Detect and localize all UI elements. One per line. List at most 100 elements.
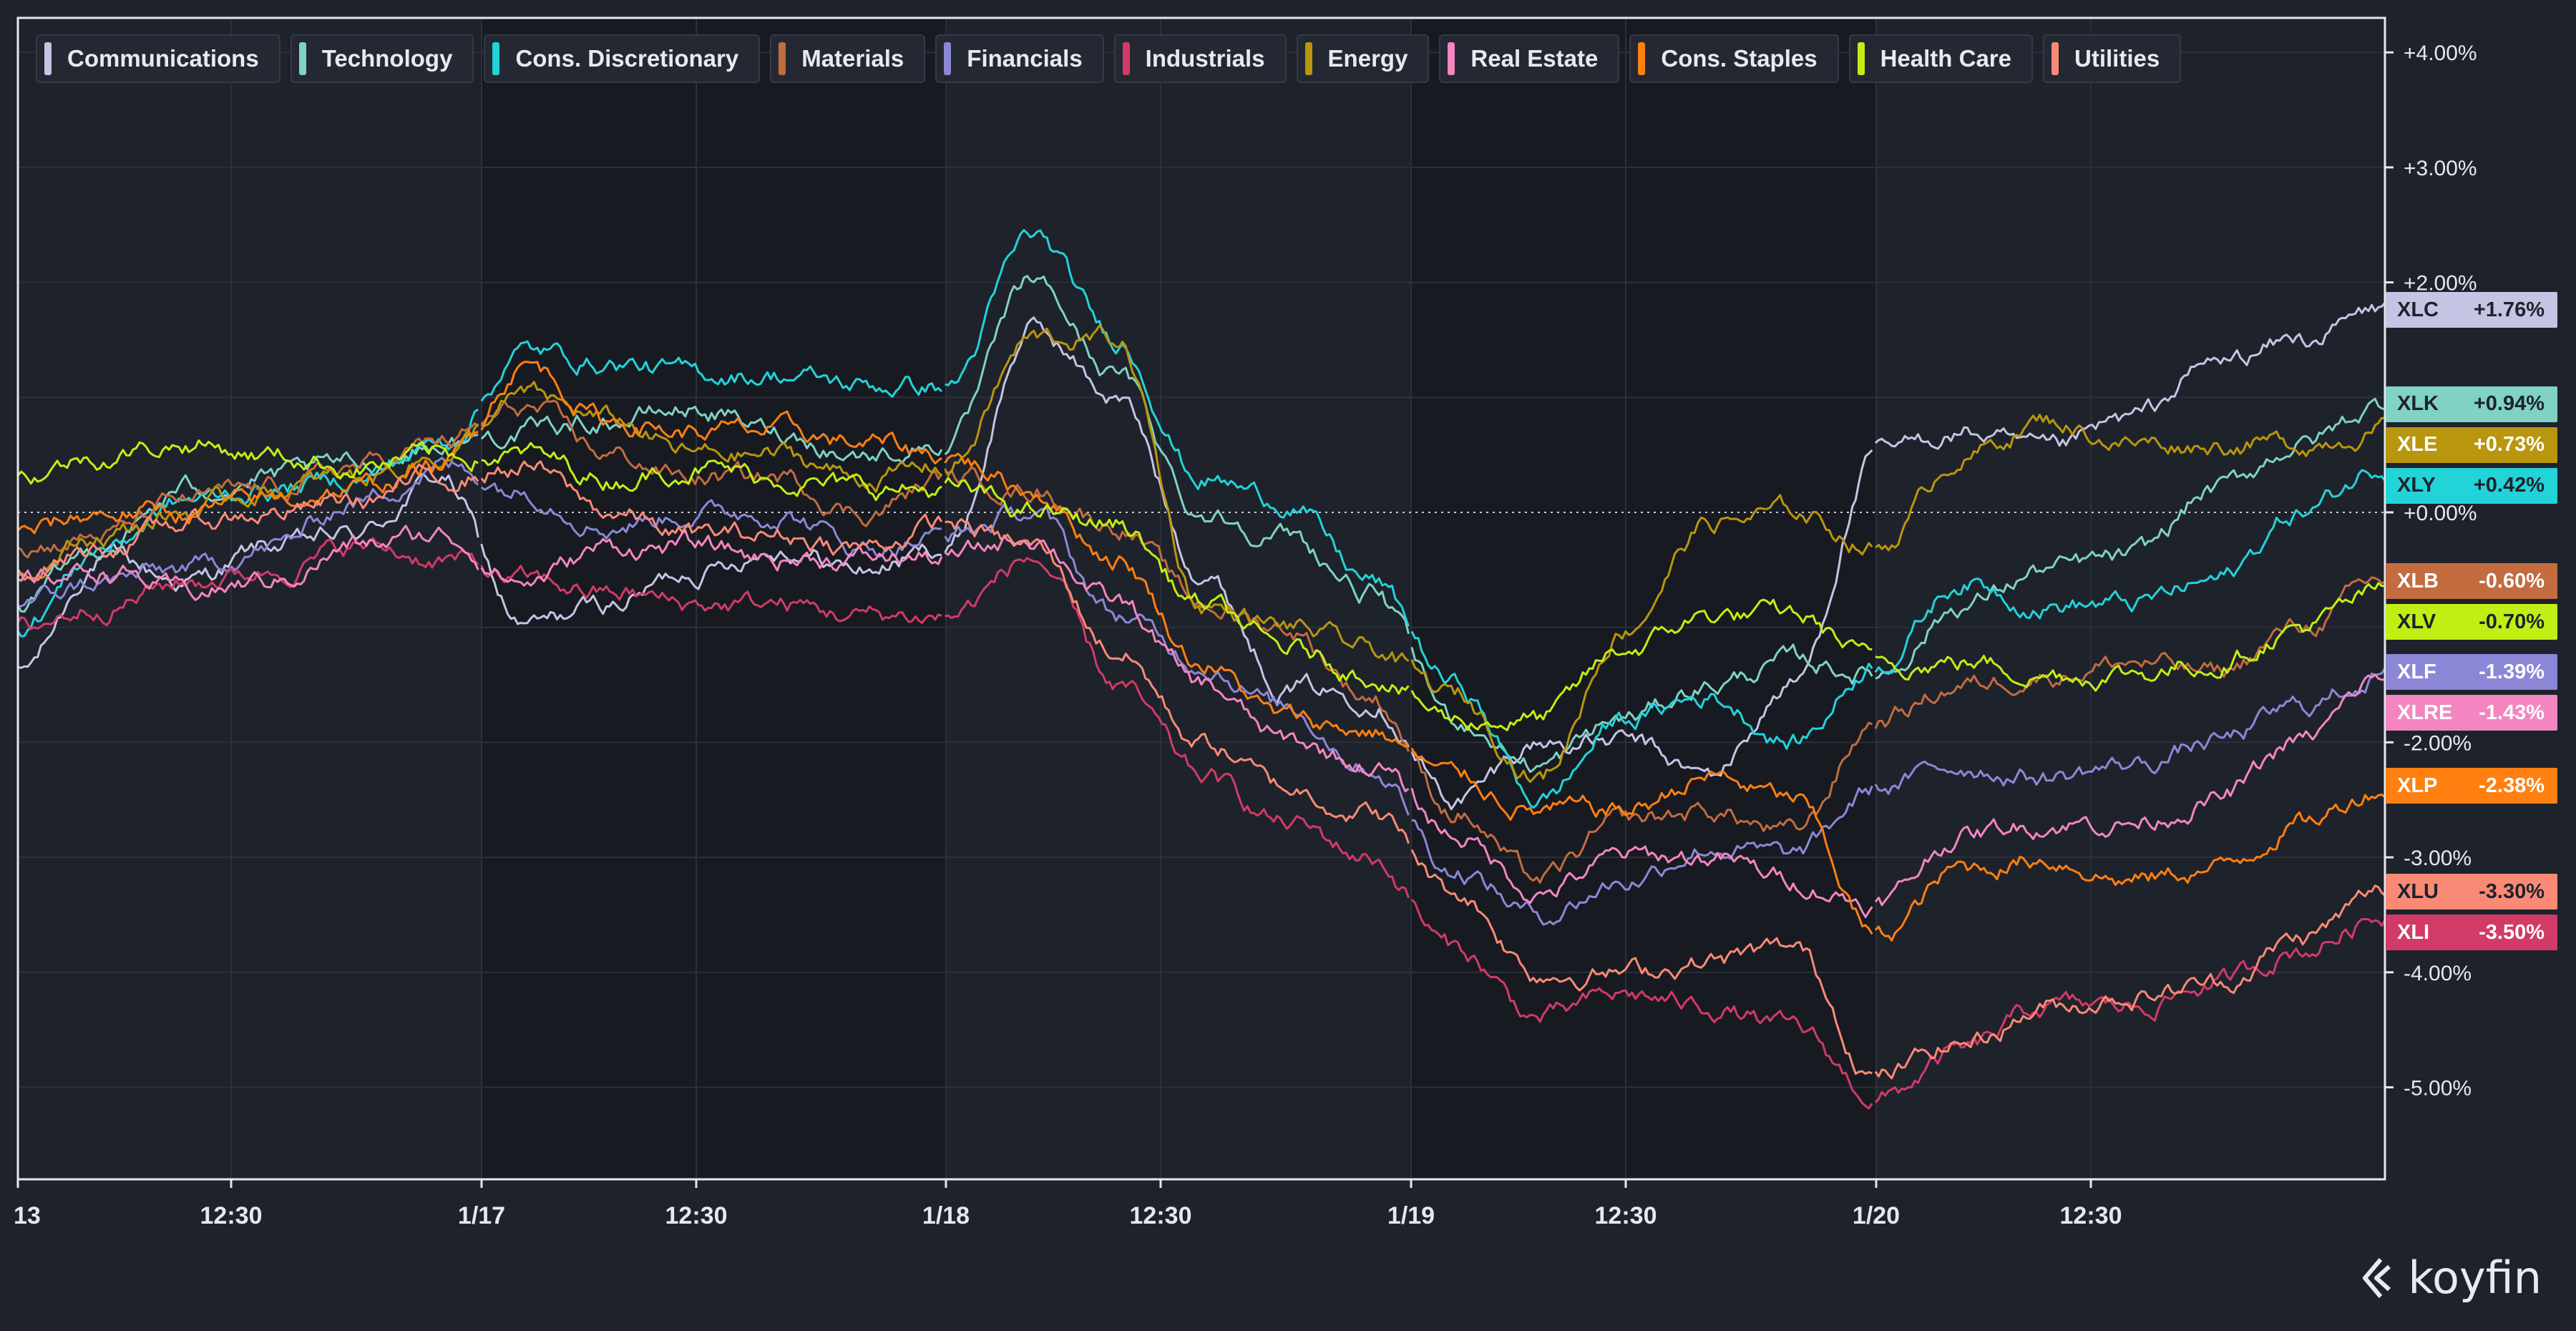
series-line-xlv <box>1410 598 1873 731</box>
tag-value: +0.94% <box>2473 392 2545 416</box>
series-line-xli <box>1874 917 2386 1103</box>
session-band <box>1411 18 1876 1179</box>
x-tick-label: 12:30 <box>665 1202 728 1229</box>
series-line-xlf <box>1411 785 1873 926</box>
tag-ticker: XLE <box>2397 433 2438 457</box>
legend-label: Communications <box>67 45 259 72</box>
legend-label: Energy <box>1327 45 1408 72</box>
series-line-xlu <box>16 463 479 582</box>
series-line-xlb <box>944 466 1410 752</box>
series-line-xly <box>16 408 479 638</box>
legend-item-xlp[interactable]: Cons. Staples <box>1629 34 1839 83</box>
legend-item-xlv[interactable]: Health Care <box>1848 34 2033 83</box>
series-line-xlk <box>944 275 1410 635</box>
x-tick-label: 1/20 <box>1853 1202 1900 1229</box>
legend-swatch <box>2051 42 2059 75</box>
series-line-xlu <box>1874 884 2386 1080</box>
legend-swatch <box>492 42 500 75</box>
series-line-xlp <box>480 361 942 465</box>
series-line-xlc <box>944 316 1410 748</box>
series-line-xlu <box>1410 849 1873 1075</box>
series-line-xlc <box>1874 301 2386 450</box>
last-value-tag-xlf: XLF -1.39% <box>2386 654 2557 691</box>
legend-label: Materials <box>801 45 904 72</box>
series-line-xlre <box>1410 788 1873 918</box>
x-tick-label: 1/17 <box>458 1202 505 1229</box>
x-tick-label: 12:30 <box>200 1202 263 1229</box>
legend-item-xly[interactable]: Cons. Discretionary <box>484 34 761 83</box>
series-line-xlp <box>1410 748 1873 935</box>
tag-value: -3.50% <box>2479 920 2545 944</box>
legend-label: Cons. Discretionary <box>515 45 739 72</box>
y-tick-label: -5.00% <box>2404 1076 2472 1100</box>
legend-swatch <box>779 42 786 75</box>
y-tick-label: +2.00% <box>2404 272 2477 296</box>
koyfin-logo-icon <box>2363 1257 2391 1298</box>
last-value-tag-xle: XLE +0.73% <box>2386 426 2557 463</box>
grid-lines <box>17 18 2385 1179</box>
last-value-tag-xlv: XLV -0.70% <box>2386 604 2557 640</box>
legend-item-xlc[interactable]: Communications <box>36 34 280 83</box>
series-line-xlp <box>944 452 1410 748</box>
legend-swatch <box>298 42 306 75</box>
legend-item-xlb[interactable]: Materials <box>770 34 926 83</box>
series-line-xlp <box>16 430 479 535</box>
series-line-xli <box>1410 898 1873 1110</box>
series-line-xlk <box>480 405 943 464</box>
y-tick-label: +3.00% <box>2404 157 2477 180</box>
series-line-xlk <box>1875 397 2386 680</box>
legend-swatch <box>1122 42 1130 75</box>
series-line-xlre <box>1874 673 2386 907</box>
legend-item-xlu[interactable]: Utilities <box>2043 34 2182 83</box>
session-bands <box>482 18 1876 1179</box>
series-line-xly <box>1874 469 2386 674</box>
series-line-xle <box>944 324 1410 663</box>
series-line-xli <box>945 557 1410 899</box>
legend-swatch <box>944 42 952 75</box>
series-line-xlv <box>16 439 479 485</box>
last-value-tag-xlre: XLRE -1.43% <box>2386 695 2557 731</box>
series-line-xlb <box>1874 576 2386 729</box>
x-tick-label: 1/18 <box>922 1202 970 1229</box>
last-value-tag-xlc: XLC +1.76% <box>2386 292 2557 328</box>
tag-ticker: XLI <box>2397 920 2430 944</box>
legend-label: Utilities <box>2074 45 2160 72</box>
series-line-xlu <box>945 517 1410 844</box>
koyfin-logo[interactable]: koyfin <box>2356 1252 2542 1304</box>
series-line-xlf <box>944 503 1410 816</box>
axes: +4.00%+3.00%+2.00%+1.00%+0.00%-1.00%-2.0… <box>14 16 2477 1229</box>
plot-frame <box>16 16 2386 1181</box>
legend-label: Technology <box>321 45 453 72</box>
series-line-xle <box>480 381 943 493</box>
tag-value: -3.30% <box>2479 879 2545 903</box>
series-line-xlc <box>17 472 479 669</box>
series-line-xle <box>1410 494 1873 783</box>
legend-item-xlf[interactable]: Financials <box>935 34 1104 83</box>
last-value-tag-xly: XLY +0.42% <box>2386 467 2557 504</box>
x-tick-label: 13 <box>14 1202 41 1229</box>
last-value-tag-xlk: XLK +0.94% <box>2386 386 2557 422</box>
legend: Communications Technology Cons. Discretion… <box>36 34 2326 83</box>
series-lines <box>16 229 2386 1110</box>
series-line-xli <box>16 537 479 630</box>
legend-item-xle[interactable]: Energy <box>1296 34 1430 83</box>
legend-item-xlk[interactable]: Technology <box>290 34 474 83</box>
tag-value: +1.76% <box>2473 298 2545 321</box>
series-line-xlu <box>480 460 943 556</box>
series-line-xlv <box>1875 582 2385 692</box>
series-line-xlv <box>944 477 1410 695</box>
legend-label: Health Care <box>1880 45 2011 72</box>
x-tick-label: 1/19 <box>1387 1202 1435 1229</box>
legend-item-xlre[interactable]: Real Estate <box>1439 34 1620 83</box>
tag-ticker: XLF <box>2397 660 2436 683</box>
tag-value: -1.39% <box>2479 660 2545 683</box>
last-value-tag-xli: XLI -3.50% <box>2386 915 2557 951</box>
tag-ticker: XLP <box>2397 774 2438 797</box>
series-line-xly <box>1410 630 1873 809</box>
legend-swatch <box>44 42 52 75</box>
tag-value: -0.60% <box>2479 569 2545 593</box>
tag-value: -2.38% <box>2479 774 2545 797</box>
legend-item-xli[interactable]: Industrials <box>1113 34 1287 83</box>
